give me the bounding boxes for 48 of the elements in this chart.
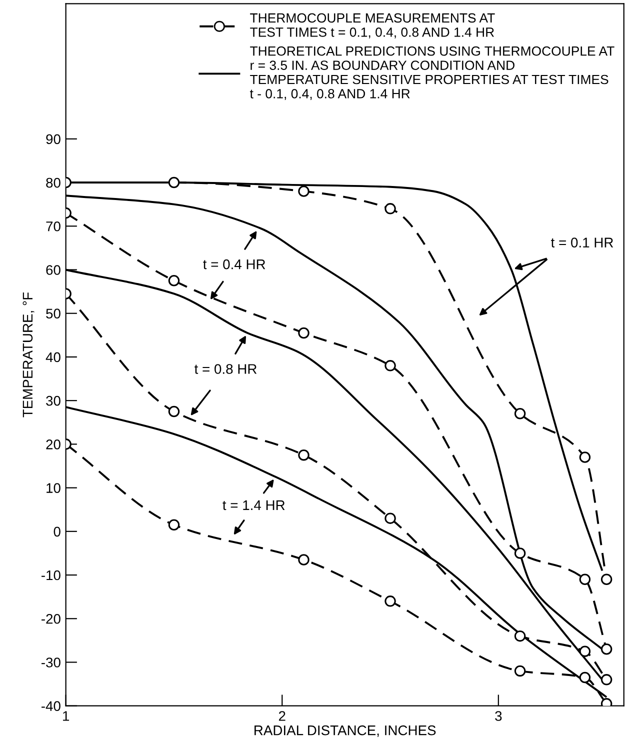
point bbox=[514, 630, 526, 642]
point bbox=[514, 665, 526, 677]
point bbox=[514, 548, 526, 559]
y-tick-label: 10 bbox=[46, 483, 60, 493]
y-tick-label: 50 bbox=[46, 308, 60, 319]
y-tick-label: 20 bbox=[46, 440, 60, 450]
point bbox=[168, 406, 180, 418]
point bbox=[579, 574, 591, 586]
y-tick-label: 0 bbox=[54, 526, 60, 537]
point bbox=[384, 596, 396, 607]
legend-label: THERMOCOUPLE MEASUREMENTS AT TEST TIMES t = 0.1, 0.4, 0.8 AND 1.4 HR bbox=[250, 13, 495, 38]
annotation: t = 0.8 HR bbox=[194, 364, 257, 374]
x-tick-label: 1 bbox=[63, 711, 70, 721]
point bbox=[579, 452, 591, 463]
point bbox=[298, 327, 310, 339]
annotation: t = 0.1 HR bbox=[551, 238, 614, 248]
point bbox=[384, 512, 396, 524]
y-tick-label: -30 bbox=[42, 658, 60, 668]
y-tick-label: -40 bbox=[42, 701, 60, 712]
y-tick-label: -10 bbox=[42, 570, 60, 580]
y-tick-label: -20 bbox=[42, 614, 60, 624]
point bbox=[600, 674, 612, 686]
point bbox=[600, 574, 612, 586]
point bbox=[168, 176, 180, 188]
y-axis-title: TEMPERATURE, °F bbox=[22, 292, 34, 418]
y-tick-label: 30 bbox=[46, 396, 60, 406]
x-tick-label: 3 bbox=[495, 711, 502, 721]
point bbox=[298, 449, 310, 461]
point bbox=[579, 646, 591, 657]
point bbox=[384, 203, 396, 214]
point bbox=[168, 519, 180, 530]
y-tick-label: 70 bbox=[46, 221, 60, 232]
y-tick-label: 60 bbox=[46, 265, 60, 275]
annotation: t = 0.4 HR bbox=[203, 259, 266, 270]
y-tick-label: 80 bbox=[46, 178, 60, 188]
point bbox=[579, 672, 591, 684]
point bbox=[298, 186, 310, 197]
x-tick-label: 2 bbox=[278, 711, 286, 721]
point bbox=[514, 408, 526, 420]
point bbox=[600, 644, 612, 655]
y-tick-label: 90 bbox=[46, 134, 60, 144]
annotation: t = 1.4 HR bbox=[222, 500, 285, 510]
legend-label: THEORETICAL PREDICTIONS USING THERMOCOUPLE AT r = 3.5 IN. AS BOUNDARY CONDITION AND TEMPERATURE SENSITIVE PROPERTIES AT TEST TIMES t - 0.1, 0.4, 0.8 AND 1.4 HR bbox=[250, 46, 614, 100]
x-axis-title: RADIAL DISTANCE, INCHES bbox=[254, 725, 436, 737]
point bbox=[168, 275, 180, 286]
y-tick-label: 40 bbox=[46, 352, 60, 362]
point bbox=[298, 554, 310, 566]
point bbox=[384, 360, 396, 372]
